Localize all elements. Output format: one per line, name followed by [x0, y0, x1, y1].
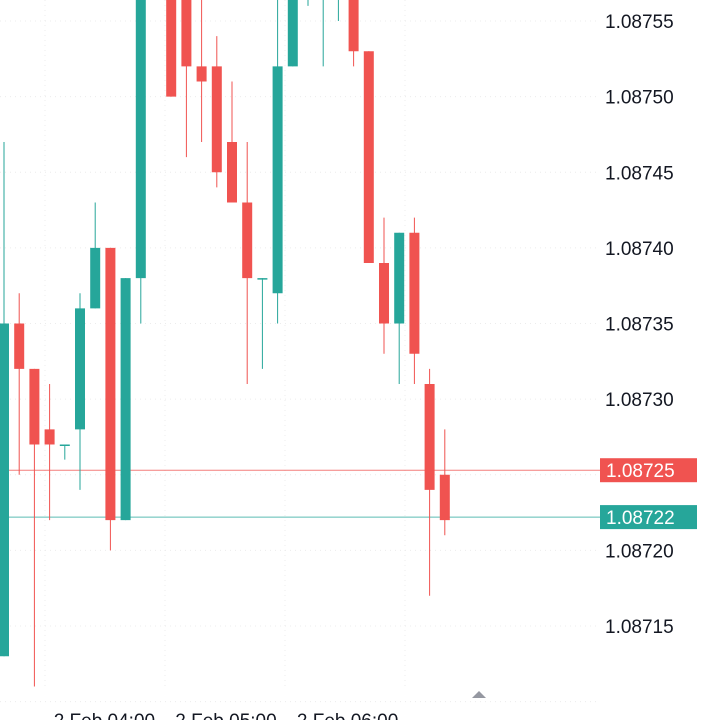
candle-body — [424, 384, 435, 490]
candle-body — [409, 232, 420, 354]
candle[interactable] — [439, 429, 450, 536]
candle[interactable] — [409, 217, 420, 384]
price-badge: 1.08722 — [600, 505, 697, 530]
price-badge-label: 1.08722 — [606, 508, 675, 529]
candle[interactable] — [211, 36, 222, 188]
candle[interactable] — [14, 293, 25, 475]
candle[interactable] — [181, 0, 192, 158]
candle-body — [211, 66, 222, 173]
price-tick-label: 1.08735 — [605, 315, 674, 336]
candle[interactable] — [0, 142, 9, 657]
candles — [0, 0, 450, 687]
candle-body — [257, 278, 268, 280]
price-tick-label: 1.08755 — [605, 12, 674, 33]
time-tick-label: 2 Feb 04:00 — [54, 711, 155, 720]
scroll-to-latest[interactable] — [472, 691, 486, 698]
grid — [0, 0, 600, 703]
candle-body — [439, 474, 450, 521]
candle-body — [363, 51, 374, 263]
candle[interactable] — [348, 0, 359, 67]
candle-body — [14, 323, 25, 369]
candle-body — [75, 308, 85, 430]
price-tick-label: 1.08740 — [605, 239, 674, 260]
candle-body — [166, 0, 177, 97]
candle[interactable] — [75, 293, 85, 490]
price-tick-label: 1.08720 — [605, 541, 674, 562]
candle[interactable] — [166, 0, 177, 97]
candle-body — [0, 323, 9, 657]
candle-body — [135, 0, 146, 279]
candle[interactable] — [394, 232, 405, 384]
candle[interactable] — [333, 0, 343, 21]
candle-body — [105, 247, 116, 521]
candle-body — [227, 142, 237, 203]
price-tick-label: 1.08750 — [605, 88, 674, 109]
price-badge-label: 1.08725 — [606, 461, 675, 482]
candle[interactable] — [424, 368, 435, 596]
candle-body — [90, 247, 101, 309]
price-tick-label: 1.08715 — [605, 617, 674, 638]
candle-body — [196, 66, 207, 82]
candle[interactable] — [227, 81, 237, 203]
candle[interactable] — [44, 384, 55, 521]
time-tick-label: 2 Feb 05:00 — [175, 711, 276, 720]
candle-body — [287, 0, 298, 67]
candle-body — [242, 202, 253, 279]
candle[interactable] — [120, 278, 131, 521]
candle[interactable] — [59, 444, 70, 460]
candle-body — [59, 444, 70, 446]
price-axis[interactable]: 1.08755 1.08750 1.08745 1.08740 1.08735 1.087… — [600, 12, 697, 638]
candle[interactable] — [90, 202, 101, 309]
price-badge-bg — [600, 505, 697, 530]
candle[interactable] — [196, 0, 207, 142]
candle[interactable] — [287, 0, 298, 67]
candle-body — [272, 66, 283, 294]
candle-body — [120, 278, 131, 521]
time-tick-label: 2 Feb 06:00 — [297, 711, 398, 720]
candle[interactable] — [257, 278, 268, 369]
candle-body — [181, 0, 192, 67]
price-tick-label: 1.08745 — [605, 163, 674, 184]
price-lines — [0, 469, 600, 518]
candle[interactable] — [318, 0, 328, 67]
candle-body — [29, 368, 40, 445]
candle[interactable] — [242, 142, 253, 384]
candle[interactable] — [105, 247, 116, 551]
candle[interactable] — [363, 51, 374, 263]
candle[interactable] — [29, 368, 40, 687]
price-badge: 1.08725 — [600, 458, 697, 483]
candle[interactable] — [135, 0, 146, 324]
candle-body — [44, 429, 55, 445]
time-axis[interactable]: 2 Feb 04:00 2 Feb 05:00 2 Feb 06:00 — [54, 711, 399, 725]
price-badge-bg — [600, 458, 697, 483]
price-tick-label: 1.08730 — [605, 390, 674, 411]
candle-body — [379, 263, 389, 324]
candle[interactable] — [272, 0, 283, 324]
candle[interactable] — [379, 217, 389, 354]
candle-body — [394, 232, 405, 324]
candle-body — [348, 0, 359, 52]
chevron-up-icon[interactable] — [472, 691, 486, 698]
candle[interactable] — [303, 0, 313, 6]
